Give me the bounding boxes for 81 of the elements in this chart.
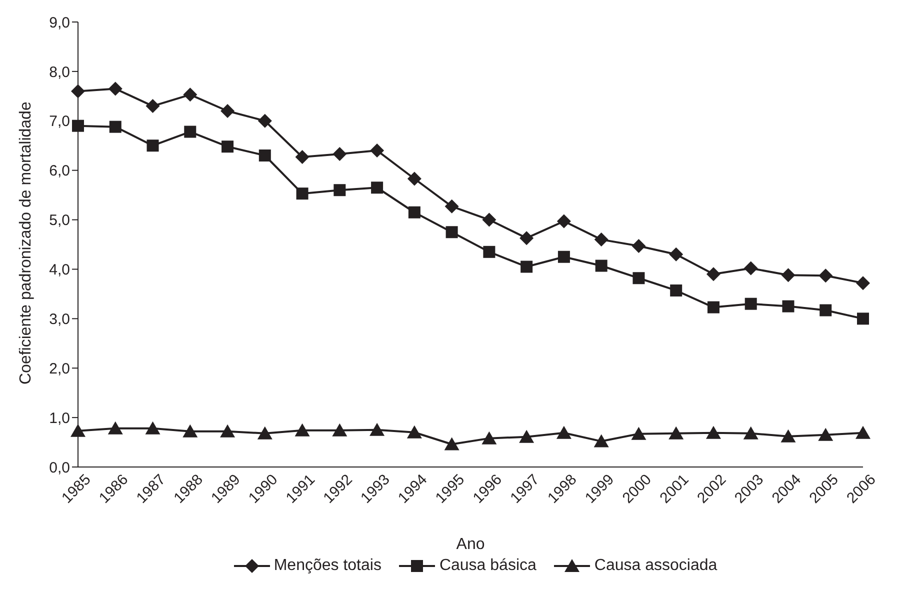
- y-tick-label: 2,0: [49, 360, 70, 378]
- point: [856, 276, 870, 290]
- point: [632, 238, 646, 253]
- point: [818, 268, 833, 283]
- point: [668, 426, 684, 440]
- point: [744, 261, 758, 276]
- point: [407, 172, 422, 186]
- point: [108, 421, 123, 434]
- point: [72, 120, 84, 132]
- point: [780, 429, 796, 442]
- point: [145, 421, 160, 434]
- point: [408, 206, 420, 218]
- point: [109, 120, 122, 133]
- point: [108, 82, 122, 96]
- point: [258, 150, 271, 162]
- point: [707, 301, 720, 314]
- point: [558, 250, 570, 263]
- point: [257, 426, 272, 440]
- x-axis-title: Ano: [456, 536, 485, 553]
- point: [220, 424, 236, 438]
- point: [556, 214, 571, 228]
- point: [222, 140, 234, 153]
- point: [370, 422, 385, 436]
- y-tick-label: 7,0: [49, 113, 70, 130]
- y-tick-label: 4,0: [49, 262, 70, 279]
- point: [146, 99, 160, 114]
- point: [857, 312, 869, 325]
- point: [71, 84, 85, 98]
- point: [556, 426, 572, 439]
- legend-label: Causa associada: [593, 557, 718, 575]
- y-axis-title: Coeficiente padronizado de mortalidade: [18, 102, 35, 384]
- point: [444, 437, 460, 450]
- point: [483, 246, 496, 258]
- point: [146, 140, 159, 152]
- point: [594, 434, 609, 448]
- point: [295, 150, 310, 164]
- point: [371, 182, 384, 194]
- point: [632, 272, 645, 284]
- point: [782, 300, 794, 312]
- point: [334, 184, 346, 196]
- point: [182, 424, 198, 438]
- point: [296, 188, 308, 200]
- point: [294, 423, 310, 436]
- point: [482, 212, 496, 227]
- point: [670, 284, 682, 296]
- point: [482, 431, 497, 444]
- point: [519, 430, 534, 443]
- point: [595, 260, 608, 272]
- point: [781, 268, 796, 282]
- point: [669, 247, 684, 262]
- point: [744, 298, 757, 310]
- y-tick-label: 5,0: [49, 212, 70, 230]
- point: [183, 88, 198, 102]
- point: [706, 426, 721, 439]
- y-tick-label: 8,0: [49, 64, 70, 81]
- point: [743, 426, 758, 440]
- point: [520, 260, 533, 273]
- legend-label: Causa básica: [438, 557, 536, 575]
- point: [332, 423, 348, 436]
- point: [631, 426, 646, 440]
- point: [820, 304, 832, 316]
- y-tick-label: 0,0: [49, 459, 70, 476]
- point: [444, 199, 459, 214]
- point: [406, 425, 422, 438]
- y-tick-label: 3,0: [49, 310, 70, 328]
- point: [370, 144, 384, 158]
- point: [856, 426, 870, 439]
- point: [258, 114, 272, 128]
- y-tick-label: 9,0: [49, 14, 70, 32]
- point: [594, 232, 608, 247]
- y-tick-label: 6,0: [49, 162, 70, 180]
- point: [818, 428, 834, 441]
- point: [520, 231, 534, 246]
- legend-label: Menções totais: [272, 557, 382, 575]
- y-tick-label: 1,0: [49, 410, 70, 427]
- point: [706, 267, 720, 282]
- point: [70, 424, 86, 437]
- point: [446, 226, 458, 238]
- point: [184, 126, 196, 138]
- point: [332, 147, 347, 162]
- point: [220, 104, 235, 118]
